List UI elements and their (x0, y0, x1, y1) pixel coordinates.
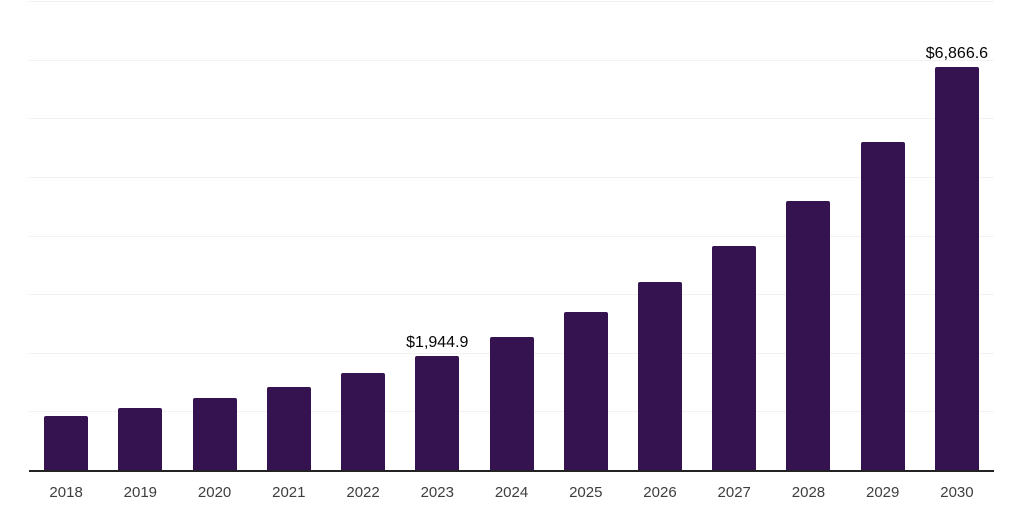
x-tick-2021: 2021 (272, 484, 306, 501)
x-tick-2023: 2023 (420, 484, 454, 501)
bar-slot-2024 (474, 1, 548, 470)
bar-2027 (712, 246, 757, 470)
bar-slot-2028 (771, 1, 845, 470)
x-tick-2026: 2026 (643, 484, 677, 501)
bar-slot-2023: $1,944.9 (400, 1, 474, 470)
bar-2022 (341, 372, 386, 470)
bars-row: $1,944.9 $6,866.6 (29, 1, 994, 470)
x-tick-2020: 2020 (197, 484, 232, 501)
bar-slot-2018 (29, 1, 103, 470)
bar-2019 (118, 408, 163, 470)
gridline-3000 (29, 294, 994, 296)
x-axis-tick-labels: 2018 2019 2020 2021 2022 2023 2024 2025 2026 2027… (29, 472, 994, 501)
bar-slot-2022 (326, 1, 400, 470)
bar-2028 (786, 200, 831, 470)
x-tick-2028: 2028 (791, 484, 826, 501)
gridline-4000 (29, 235, 994, 237)
bar-chart: $1,944.9 $6,866.6 2018 2019 2020 2021 2022 202… (29, 1, 994, 506)
gridline-5000 (29, 176, 994, 178)
bar-slot-2026 (623, 1, 697, 470)
bar-2020 (192, 398, 237, 470)
x-axis-line (29, 470, 994, 472)
x-tick-2027: 2027 (717, 484, 751, 501)
plot-area: $1,944.9 $6,866.6 (29, 1, 994, 472)
x-tick-2025: 2025 (569, 484, 603, 501)
x-tick-2030: 2030 (940, 484, 974, 501)
x-tick-2019: 2019 (123, 484, 158, 501)
bar-slot-2029 (846, 1, 920, 470)
bar-slot-2019 (103, 1, 177, 470)
bar-2025 (563, 312, 608, 470)
bar-2018 (44, 416, 89, 470)
gridline-6000 (29, 118, 994, 120)
data-label-2030: $6,866.6 (925, 45, 989, 63)
gridline-8000 (29, 1, 994, 2)
bar-slot-2021 (252, 1, 326, 470)
bar-2030 (934, 67, 979, 470)
x-tick-2022: 2022 (346, 484, 380, 501)
bar-slot-2030: $6,866.6 (920, 1, 994, 470)
x-tick-2024: 2024 (494, 484, 529, 501)
bar-slot-2025 (549, 1, 623, 470)
bar-slot-2020 (177, 1, 251, 470)
x-tick-2018: 2018 (49, 484, 83, 501)
bar-2029 (860, 142, 905, 470)
bar-slot-2027 (697, 1, 771, 470)
bar-2023 (415, 356, 460, 470)
bar-2024 (489, 336, 534, 470)
data-label-2023: $1,944.9 (406, 334, 469, 351)
bar-2021 (266, 386, 311, 470)
x-tick-2029: 2029 (866, 484, 900, 501)
bar-2026 (637, 282, 682, 470)
gridline-7000 (29, 59, 994, 61)
